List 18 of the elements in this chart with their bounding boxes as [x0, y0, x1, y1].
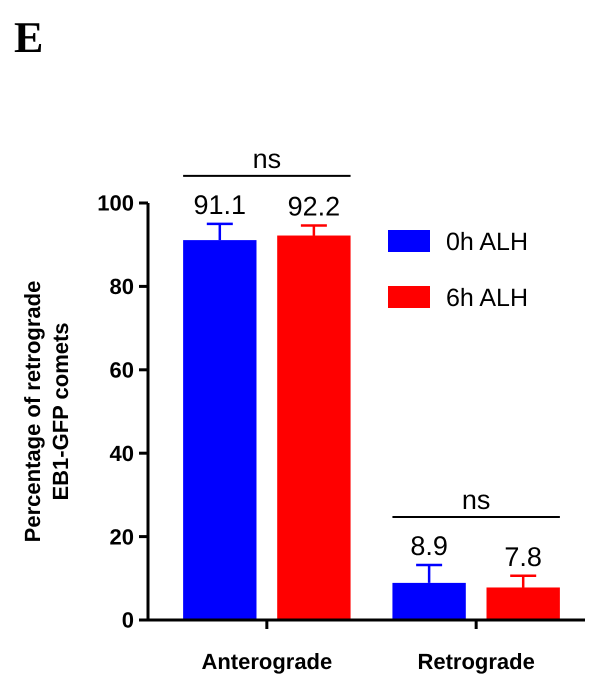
- y-tick-label: 80: [110, 274, 134, 300]
- data-label: 8.9: [410, 530, 448, 561]
- y-tick-label: 60: [110, 358, 134, 382]
- y-tick-label: 100: [97, 190, 134, 216]
- data-label: 92.2: [288, 192, 340, 222]
- legend-label: 6h ALH: [446, 284, 528, 312]
- y-axis-title: Percentage of retrograde EB1-GFP comets: [20, 280, 73, 542]
- annotation: ns: [462, 484, 490, 515]
- chart-title: E: [14, 13, 44, 62]
- text: ns: [252, 144, 282, 174]
- data-label: 7.8: [504, 542, 542, 572]
- x-tick-label: Retrograde: [417, 649, 535, 674]
- y-tick-label: 40: [110, 440, 134, 466]
- y-tick-label: 0: [122, 608, 134, 633]
- data-label: 91.1: [194, 190, 246, 220]
- x-tick-label: Anterograde: [201, 649, 332, 674]
- y-tick-label: 20: [110, 524, 134, 550]
- legend-label: 0h ALH: [446, 228, 528, 256]
